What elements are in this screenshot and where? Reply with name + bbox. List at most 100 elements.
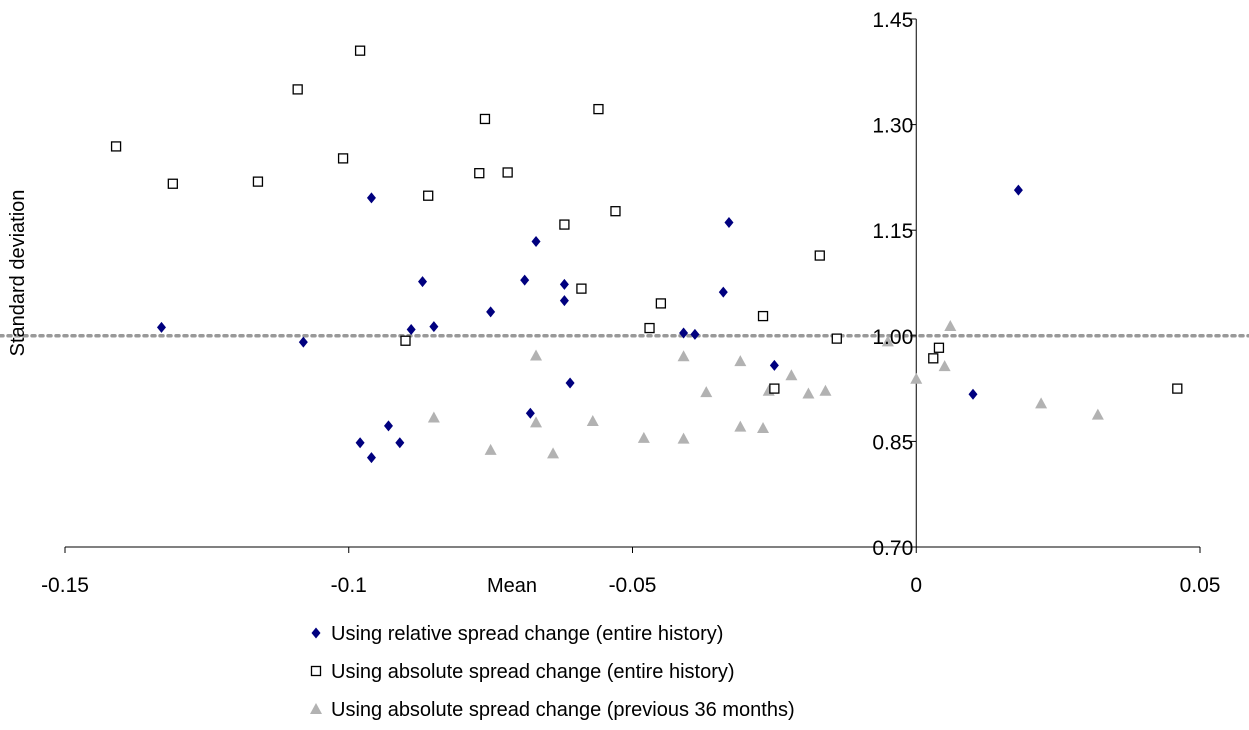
data-point-triangle [910,372,923,384]
data-point-diamond [718,286,728,298]
data-point-triangle [484,443,497,455]
data-point-triangle [785,369,798,381]
data-point-square-open [167,178,178,189]
data-point-diamond [395,437,405,449]
data-point-square-open [933,342,945,353]
x-tick-label: -0.05 [609,574,657,597]
data-point-diamond [355,437,365,449]
data-point-diamond [156,321,166,333]
data-point-triangle [1035,397,1048,409]
data-point-diamond [769,359,779,371]
data-point-diamond [418,276,428,288]
y-tick-label: 1.15 [872,220,913,243]
x-tick-label: 0 [910,574,922,597]
data-point-diamond [531,235,541,247]
legend-item: Using relative spread change (entire his… [311,623,723,645]
data-point-diamond [366,192,376,204]
y-tick-label: 1.30 [872,115,913,138]
data-point-triangle [637,431,650,443]
points-layer [110,45,1183,464]
legend: Using relative spread change (entire his… [310,623,795,721]
data-point-triangle [1091,408,1104,420]
data-point-diamond [690,328,700,340]
data-point-diamond [366,452,376,464]
data-point-square-open [110,141,122,152]
legend-label: Using absolute spread change (previous 3… [331,699,795,721]
legend-marker-square-open [310,665,322,677]
data-point-triangle [547,447,560,459]
data-point-square-open [928,353,939,364]
data-point-diamond [968,388,978,400]
x-tick-label: 0.05 [1180,574,1221,597]
data-point-diamond [486,306,496,318]
data-point-square-open [757,310,769,322]
series-triangle [427,319,1104,459]
data-point-triangle [802,387,815,399]
data-point-diamond [724,216,734,228]
data-point-square-open [354,45,366,56]
data-point-triangle [677,350,690,362]
series-diamond [156,184,1023,464]
y-tick-label: 1.00 [872,326,913,349]
data-point-triangle [530,416,543,428]
data-point-square-open [559,219,570,230]
data-point-triangle [734,355,747,367]
data-point-diamond [406,323,416,335]
data-point-triangle [881,335,894,347]
y-tick-label: 1.45 [872,9,913,32]
series-square-open [110,45,1183,394]
data-point-square-open [831,333,842,344]
data-point-triangle [944,319,957,331]
data-point-diamond [559,278,569,290]
y-tick-label: 0.85 [872,431,913,454]
data-point-diamond [679,327,689,339]
data-point-square-open [644,322,655,334]
data-point-diamond [1013,184,1023,196]
y-tick-label: 0.70 [872,537,913,560]
data-point-square-open [814,250,825,261]
data-point-square-open [400,335,411,346]
legend-marker-diamond [311,627,321,639]
data-point-triangle [734,420,747,432]
data-point-square-open [292,84,303,95]
data-point-square-open [769,383,780,394]
data-point-square-open [502,167,513,178]
data-point-triangle [757,422,770,434]
data-point-square-open [1172,383,1183,394]
legend-label: Using relative spread change (entire his… [331,623,723,645]
data-point-diamond [525,407,535,419]
data-point-square-open [423,190,434,201]
data-point-triangle [427,411,440,423]
data-point-triangle [938,360,951,372]
x-tick-label: -0.1 [331,574,367,597]
data-point-square-open [474,168,485,179]
data-point-square-open [655,298,667,309]
data-point-triangle [700,386,713,398]
data-point-triangle [530,349,543,361]
data-point-triangle [677,432,690,444]
legend-label: Using absolute spread change (entire his… [331,661,735,683]
legend-item: Using absolute spread change (entire his… [310,661,735,683]
data-point-diamond [559,295,569,307]
data-point-square-open [593,103,604,115]
data-point-square-open [576,283,587,294]
x-axis-title: Mean [487,575,537,597]
tick-labels-layer: -0.15 -0.1 -0.05 0 0.05 0.70 0.85 1.00 1.15 1.30 1… [41,9,1220,597]
data-point-square-open [252,176,264,187]
y-axis-title: Standard deviation [7,190,29,357]
data-point-diamond [383,420,393,432]
axes-layer [64,18,1201,553]
legend-item: Using absolute spread change (previous 3… [310,699,795,721]
data-point-square-open [337,153,349,164]
data-point-diamond [429,321,439,333]
data-point-square-open [610,206,621,217]
x-tick-label: -0.15 [41,574,89,597]
data-point-triangle [819,384,832,396]
data-point-diamond [565,377,575,389]
data-point-square-open [479,113,491,125]
data-point-diamond [520,274,530,286]
legend-marker-triangle [310,703,322,714]
data-point-triangle [586,414,599,426]
data-point-diamond [298,336,308,348]
